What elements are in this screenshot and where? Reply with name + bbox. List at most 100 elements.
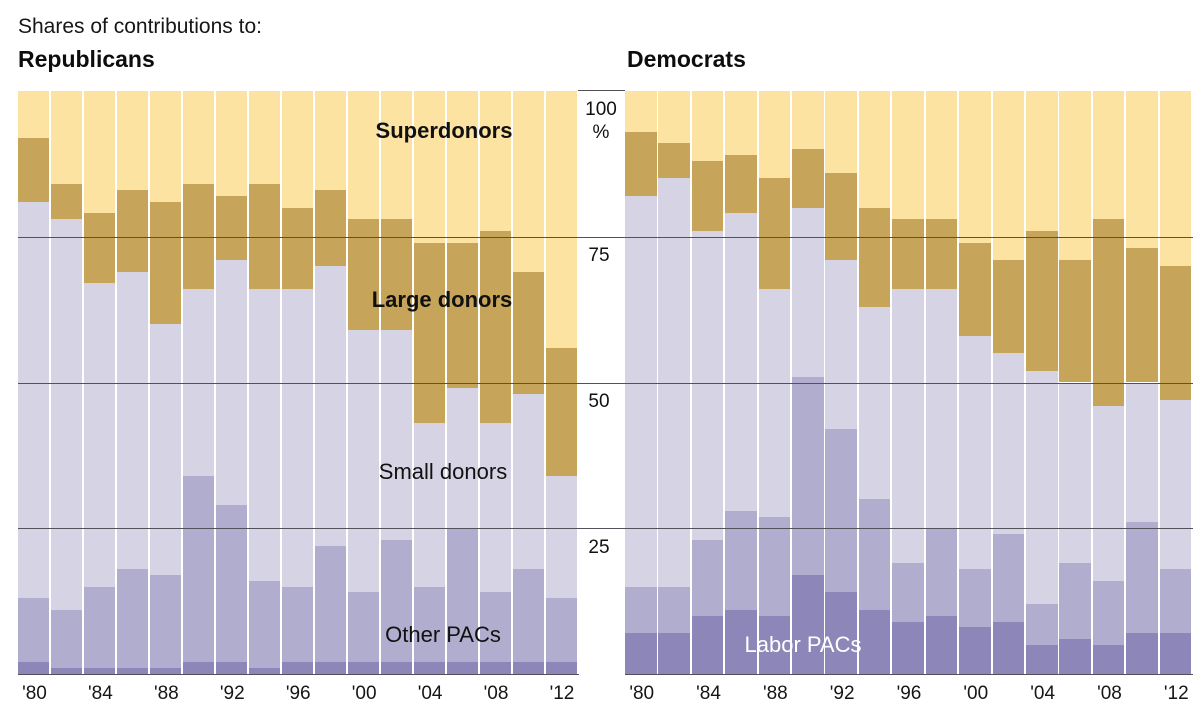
label-other-pacs: Other PACs bbox=[385, 622, 501, 647]
gridline-100 bbox=[578, 90, 625, 91]
bar-segment-other_pacs bbox=[18, 598, 50, 663]
bar-segment-small_donors bbox=[182, 289, 214, 476]
bar-segment-small_donors bbox=[1126, 382, 1158, 523]
bar-segment-labor_pacs bbox=[182, 662, 214, 674]
bar-segment-other_pacs bbox=[691, 539, 724, 616]
bar-segment-small_donors bbox=[792, 207, 824, 377]
bar-segment-other_pacs bbox=[446, 528, 478, 663]
bar-segment-other_pacs bbox=[925, 528, 958, 616]
bar-segment-labor_pacs bbox=[658, 633, 691, 674]
bar-segment-labor_pacs bbox=[1025, 644, 1058, 674]
bar-segment-labor_pacs bbox=[83, 668, 116, 674]
x-tick-label: '00 bbox=[963, 683, 989, 704]
bar-segment-superdonors bbox=[413, 91, 445, 243]
bar-segment-small_donors bbox=[625, 195, 657, 587]
bar-segment-small_donors bbox=[992, 353, 1025, 535]
x-tick-label: '84 bbox=[696, 683, 721, 704]
bar-segment-superdonors bbox=[892, 91, 924, 220]
bar-segment-labor_pacs bbox=[892, 621, 924, 674]
bar-segment-superdonors bbox=[825, 91, 858, 173]
x-tick-label: '08 bbox=[1097, 683, 1122, 704]
gridline-50 bbox=[18, 382, 1193, 384]
bar-segment-other_pacs bbox=[792, 376, 824, 575]
bar-segment-small_donors bbox=[658, 178, 691, 587]
bar-segment-other_pacs bbox=[347, 592, 379, 663]
bar-segment-other_pacs bbox=[1126, 522, 1158, 634]
bar-segment-large_donors bbox=[50, 184, 83, 220]
bar-segment-small_donors bbox=[18, 201, 50, 599]
bar-segment-small_donors bbox=[314, 265, 346, 546]
bar-segment-superdonors bbox=[182, 91, 214, 185]
bar-segment-large_donors bbox=[413, 242, 445, 424]
bar-segment-small_donors bbox=[116, 271, 149, 570]
x-tick-label: '00 bbox=[351, 683, 377, 704]
bar-segment-other_pacs bbox=[83, 586, 116, 669]
bar-segment-labor_pacs bbox=[281, 662, 313, 674]
bar-segment-labor_pacs bbox=[691, 615, 724, 674]
bar-segment-superdonors bbox=[725, 91, 757, 156]
bar-segment-labor_pacs bbox=[479, 662, 511, 674]
y-tick-25: 25 bbox=[588, 537, 610, 558]
bar-segment-large_donors bbox=[992, 260, 1025, 354]
bar-segment-labor_pacs bbox=[248, 668, 280, 674]
bar-segment-small_donors bbox=[50, 219, 83, 610]
x-tick-label: '96 bbox=[896, 683, 922, 704]
bar-segment-large_donors bbox=[182, 184, 214, 290]
bar-segment-small_donors bbox=[825, 260, 858, 430]
bar-segment-superdonors bbox=[83, 91, 116, 214]
bar-segment-small_donors bbox=[892, 289, 924, 564]
bar-segment-small_donors bbox=[83, 283, 116, 587]
bar-segment-other_pacs bbox=[758, 516, 791, 616]
bar-segment-large_donors bbox=[825, 172, 858, 261]
bar-segment-other_pacs bbox=[545, 598, 577, 663]
bar-segment-large_donors bbox=[248, 184, 280, 290]
bar-segment-superdonors bbox=[479, 91, 511, 231]
bar-segment-small_donors bbox=[858, 306, 891, 500]
bar-segment-superdonors bbox=[380, 91, 412, 220]
bar-segment-superdonors bbox=[446, 91, 478, 243]
bar-segment-superdonors bbox=[215, 91, 247, 196]
y-tick-50: 50 bbox=[588, 391, 610, 412]
bar-segment-superdonors bbox=[792, 91, 824, 150]
bar-segment-labor_pacs bbox=[347, 662, 379, 674]
bar-segment-other_pacs bbox=[413, 586, 445, 663]
bar-segment-labor_pacs bbox=[380, 662, 412, 674]
bar-segment-labor_pacs bbox=[825, 592, 858, 674]
bar-segment-superdonors bbox=[658, 91, 691, 144]
bar-segment-small_donors bbox=[545, 475, 577, 599]
bar-segment-large_donors bbox=[314, 190, 346, 266]
bar-segment-other_pacs bbox=[959, 569, 991, 628]
bar-segment-other_pacs bbox=[1159, 569, 1192, 634]
bar-segment-labor_pacs bbox=[925, 615, 958, 674]
x-tick-label: '04 bbox=[417, 683, 443, 704]
bar-segment-superdonors bbox=[347, 91, 379, 220]
bar-segment-labor_pacs bbox=[858, 609, 891, 674]
bar-segment-large_donors bbox=[758, 178, 791, 290]
x-tick-label: '92 bbox=[829, 683, 855, 704]
bar-segment-large_donors bbox=[512, 271, 544, 395]
bar-segment-small_donors bbox=[479, 423, 511, 593]
label-labor-pacs: Labor PACs bbox=[744, 632, 862, 657]
bar-segment-large_donors bbox=[625, 131, 657, 196]
bar-segment-labor_pacs bbox=[959, 627, 991, 674]
bar-segment-small_donors bbox=[446, 388, 478, 529]
bar-segment-superdonors bbox=[992, 91, 1025, 261]
bar-segment-superdonors bbox=[248, 91, 280, 185]
label-small-donors: Small donors bbox=[378, 459, 508, 484]
bar-segment-superdonors bbox=[1059, 91, 1091, 261]
bar-segment-small_donors bbox=[413, 423, 445, 587]
bar-segment-labor_pacs bbox=[1092, 644, 1125, 674]
bar-segment-large_donors bbox=[83, 213, 116, 284]
bar-segment-labor_pacs bbox=[215, 662, 247, 674]
bar-segment-labor_pacs bbox=[446, 662, 478, 674]
y-tick-100-percent-sign: % bbox=[592, 122, 610, 143]
bar-segment-large_donors bbox=[925, 219, 958, 290]
bar-segment-large_donors bbox=[18, 137, 50, 202]
bar-segment-other_pacs bbox=[858, 499, 891, 610]
bar-segment-large_donors bbox=[1126, 248, 1158, 383]
bar-segment-superdonors bbox=[281, 91, 313, 208]
bar-segment-large_donors bbox=[446, 242, 478, 389]
bar-segment-labor_pacs bbox=[149, 668, 182, 674]
x-tick-label: '88 bbox=[153, 683, 179, 704]
